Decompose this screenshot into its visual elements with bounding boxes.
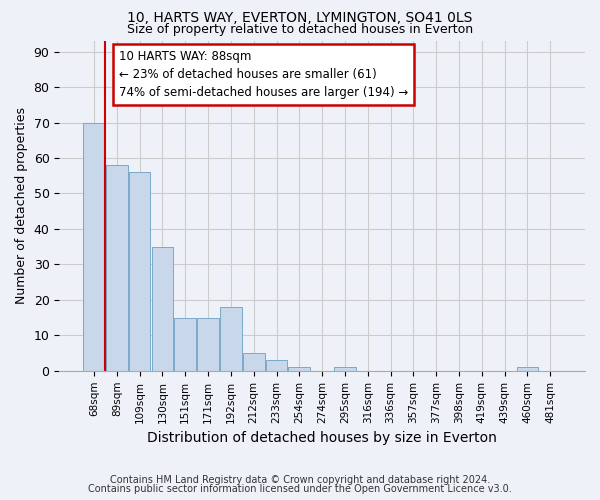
Bar [266,360,287,371]
Bar [517,368,538,371]
Text: Contains HM Land Registry data © Crown copyright and database right 2024.: Contains HM Land Registry data © Crown c… [110,475,490,485]
Text: Size of property relative to detached houses in Everton: Size of property relative to detached ho… [127,22,473,36]
Bar [175,318,196,371]
Bar [334,368,356,371]
X-axis label: Distribution of detached houses by size in Everton: Distribution of detached houses by size … [147,431,497,445]
Y-axis label: Number of detached properties: Number of detached properties [15,108,28,304]
Text: Contains public sector information licensed under the Open Government Licence v3: Contains public sector information licen… [88,484,512,494]
Text: 10 HARTS WAY: 88sqm
← 23% of detached houses are smaller (61)
74% of semi-detach: 10 HARTS WAY: 88sqm ← 23% of detached ho… [119,50,409,99]
Text: 10, HARTS WAY, EVERTON, LYMINGTON, SO41 0LS: 10, HARTS WAY, EVERTON, LYMINGTON, SO41 … [127,11,473,25]
Bar [106,165,128,371]
Bar [197,318,219,371]
Bar [220,307,242,371]
Bar [243,353,265,371]
Bar [152,246,173,371]
Bar [289,368,310,371]
Bar [129,172,151,371]
Bar [83,122,105,371]
